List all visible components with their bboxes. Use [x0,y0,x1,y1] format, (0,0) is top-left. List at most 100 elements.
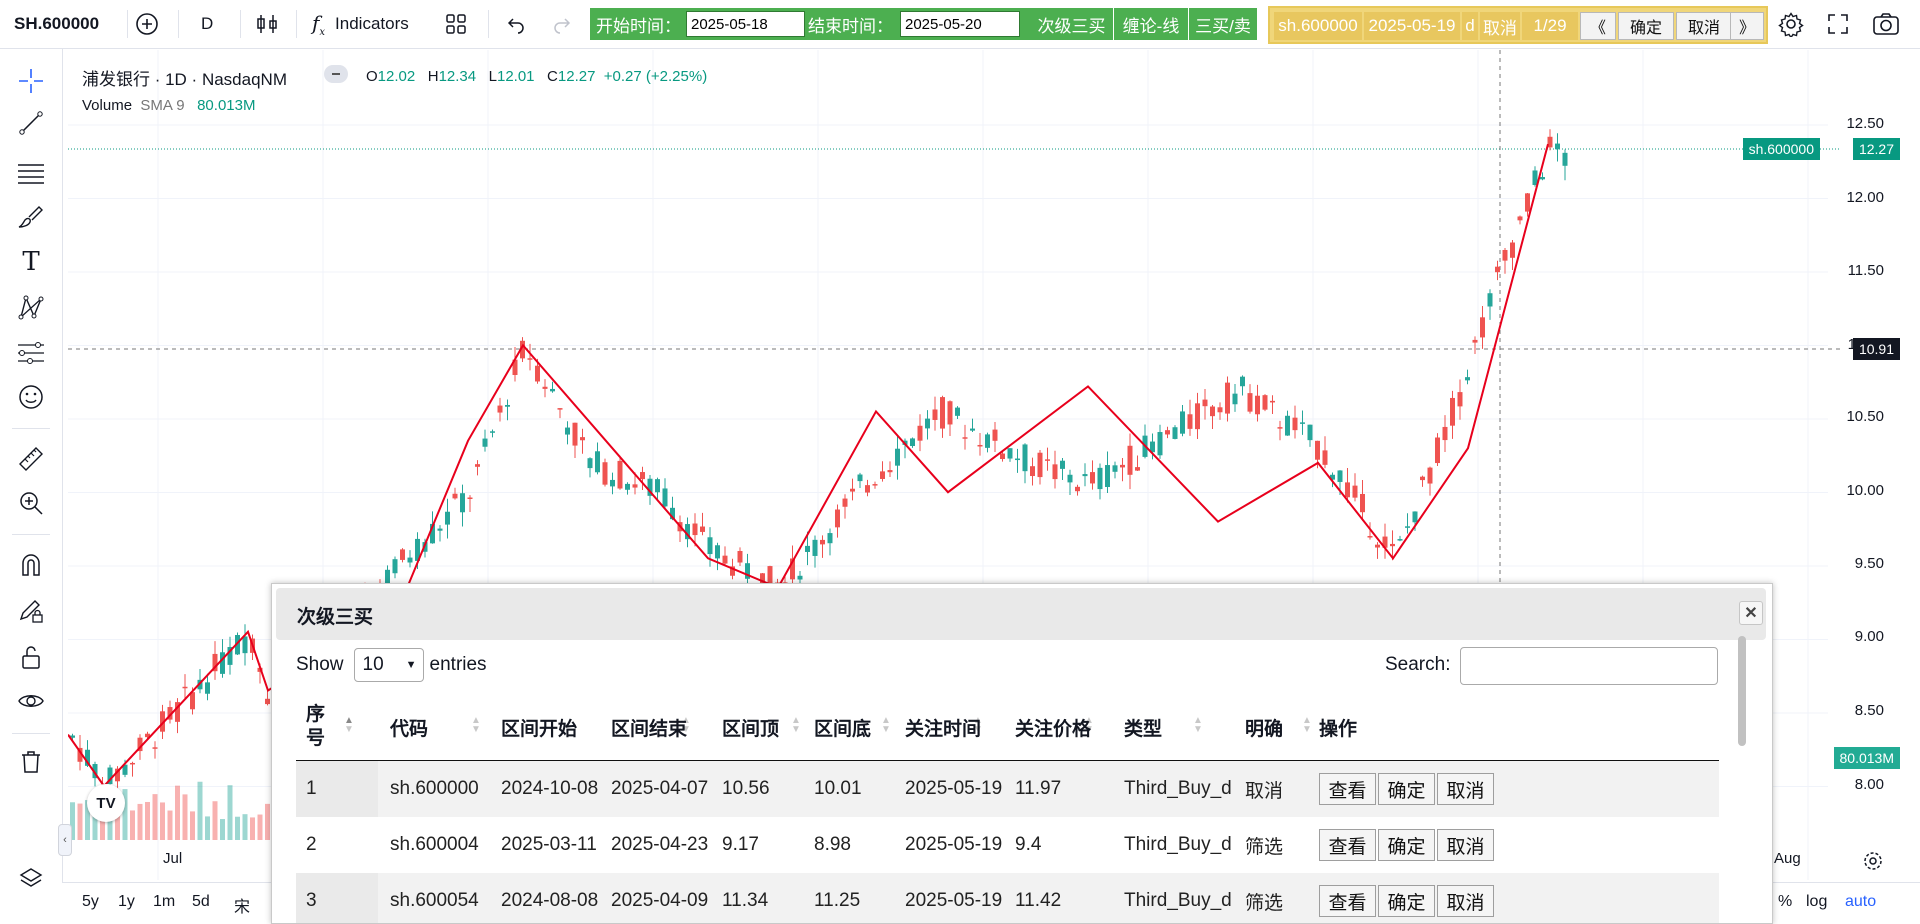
candle-body [1322,450,1328,465]
third-buy-button[interactable]: 次级三买 [1030,8,1113,40]
candle-body [520,340,525,359]
header-col-time[interactable]: 关注时间 [905,718,982,740]
crosshair-icon[interactable] [15,65,47,97]
header-col-code[interactable]: 代码 [390,718,429,740]
templates-icon[interactable] [444,0,468,48]
fullscreen-icon[interactable] [1826,0,1850,48]
candle-body [430,523,435,544]
candle-body [1382,536,1388,548]
range-5d[interactable]: 5d [192,893,210,910]
header-col-no[interactable]: 序号 [306,704,326,749]
buy-sell-button[interactable]: 三买/卖 [1189,8,1257,40]
candle-body [850,488,855,492]
confirm-row-button[interactable]: 确定 [1378,773,1435,805]
candle-body [1015,458,1020,461]
eye-icon[interactable] [15,685,47,717]
cell-top: 10.56 [722,778,770,799]
ruler-icon[interactable] [15,443,47,475]
header-col-start[interactable]: 区间开始 [501,718,578,740]
range-partial[interactable]: 宋 [234,899,251,916]
collapse-legend-icon[interactable] [324,65,348,83]
cancel-row-button[interactable]: 取消 [1437,773,1494,805]
range-1y[interactable]: 1y [118,893,135,910]
view-button[interactable]: 查看 [1319,885,1376,917]
magnet-icon[interactable] [15,549,47,581]
brush-icon[interactable] [15,201,47,233]
fib-retracement-icon[interactable] [15,157,47,189]
collapse-toolbar-handle[interactable]: ‹ [58,824,72,856]
candle-body [115,768,120,782]
table-header: 序号 ▲ ▼ 代码 ▲ ▼ 区间开始 ▲ ▼ 区间结束 ▲ ▼ 区间顶 ▲ ▼ 区间底 ▲ ▼ 关注时间 ▲ ▼ 关注价格… [296,694,1719,761]
sort-arrows-icon[interactable]: ▲ ▼ [1302,715,1312,735]
candle-body [175,702,180,722]
header-col-end[interactable]: 区间结束 [611,718,688,740]
settings-gear-icon[interactable] [1778,0,1804,48]
sort-arrows-icon[interactable]: ▲ ▼ [344,715,354,735]
emoji-icon[interactable] [15,381,47,413]
prediction-icon[interactable] [15,337,47,369]
table-row[interactable]: 2 sh.600004 2025-03-11 2025-04-23 9.17 8.98 20… [296,817,1719,874]
confirm-row-button[interactable]: 确定 [1378,829,1435,861]
sort-arrows-icon[interactable]: ▲ ▼ [973,715,983,735]
view-button[interactable]: 查看 [1319,773,1376,805]
view-button[interactable]: 查看 [1319,829,1376,861]
table-row[interactable]: 1 sh.600000 2024-10-08 2025-04-07 10.56 10.01… [296,761,1719,818]
tradingview-logo-icon[interactable]: TV [87,784,125,822]
sort-arrows-icon[interactable]: ▲ ▼ [1193,715,1203,735]
cancel-button[interactable]: 取消 [1676,12,1732,40]
sort-arrows-icon[interactable]: ▲ ▼ [1084,715,1094,735]
volume-bar [242,814,248,840]
cell-top: 11.34 [722,890,769,911]
candle-body [1127,445,1133,475]
scrollbar-thumb[interactable] [1738,636,1746,746]
undo-icon[interactable] [504,0,528,48]
sort-arrows-icon[interactable]: ▲ ▼ [791,715,801,735]
sort-arrows-icon[interactable]: ▲ ▼ [471,715,481,735]
symbol-search[interactable]: SH.600000 [14,14,100,33]
chan-line-button[interactable]: 缠论-线 [1114,8,1188,40]
percent-toggle[interactable]: % [1778,893,1793,910]
redo-icon[interactable] [550,0,574,48]
trash-icon[interactable] [15,745,47,777]
range-5y[interactable]: 5y [82,893,99,910]
auto-toggle[interactable]: auto [1845,893,1877,910]
search-input[interactable] [1460,647,1718,685]
log-toggle[interactable]: log [1806,893,1828,910]
chart-type-icon[interactable] [254,0,280,48]
confirm-button[interactable]: 确定 [1618,12,1674,40]
zoom-in-icon[interactable] [15,487,47,519]
trend-line-icon[interactable] [15,107,47,139]
confirm-row-button[interactable]: 确定 [1378,885,1435,917]
pencil-lock-icon[interactable] [15,595,47,627]
range-1m[interactable]: 1m [153,893,176,910]
object-tree-icon[interactable] [15,863,47,895]
lock-icon[interactable] [15,641,47,673]
header-col-type[interactable]: 类型 [1124,718,1163,740]
pattern-icon[interactable] [15,291,47,323]
results-table: 序号 ▲ ▼ 代码 ▲ ▼ 区间开始 ▲ ▼ 区间结束 ▲ ▼ 区间顶 ▲ ▼ 区间底 ▲ ▼ 关注时间 ▲ ▼ 关注价格… [296,694,1719,923]
header-col-flag[interactable]: 明确 [1245,718,1284,740]
sort-arrows-icon[interactable]: ▲ ▼ [681,715,691,735]
header-col-price[interactable]: 关注价格 [1015,718,1092,740]
start-date-input[interactable] [686,11,805,37]
compare-symbol-icon[interactable] [134,0,160,48]
indicators-button[interactable]: fx Indicators [312,0,409,48]
prev-button[interactable]: 《 [1580,12,1616,40]
end-date-input[interactable] [900,11,1020,37]
header-col-bottom[interactable]: 区间底 [814,718,872,740]
sort-arrows-icon[interactable]: ▲ ▼ [881,715,891,735]
interval-selector[interactable]: D [201,14,214,33]
candle-body [437,528,443,531]
table-row[interactable]: 3 sh.600054 2024-08-08 2025-04-09 11.34 11.25… [296,873,1719,923]
volume-bar [175,785,180,840]
volume-bar [145,801,150,840]
close-icon[interactable]: ✕ [1739,601,1763,625]
cancel-row-button[interactable]: 取消 [1437,829,1494,861]
time-axis-settings-icon[interactable] [1862,850,1884,877]
camera-icon[interactable] [1872,0,1900,48]
next-button[interactable]: 》 [1730,12,1764,40]
cancel-row-button[interactable]: 取消 [1437,885,1494,917]
header-col-top[interactable]: 区间顶 [722,718,780,740]
page-size-select[interactable]: 10 ▼ [353,648,424,682]
text-tool-icon[interactable]: T [22,247,40,277]
